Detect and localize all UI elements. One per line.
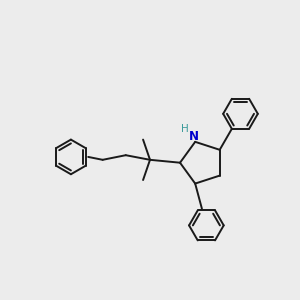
Text: H: H xyxy=(181,124,189,134)
Text: N: N xyxy=(189,130,199,142)
